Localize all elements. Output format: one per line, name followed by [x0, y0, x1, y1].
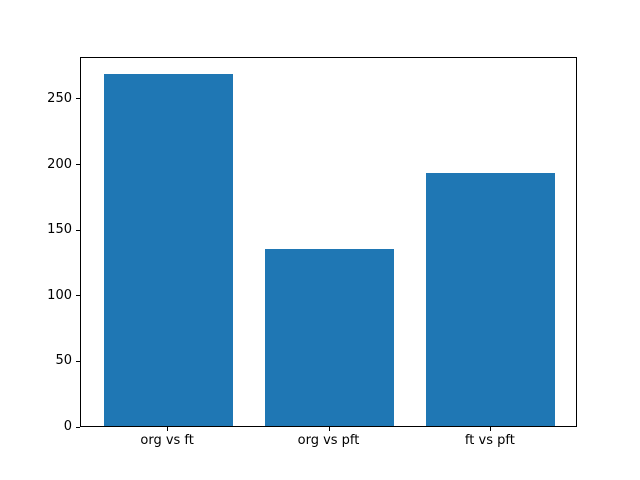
bar-1 [103, 74, 233, 426]
y-tick-label: 250 [47, 90, 72, 106]
y-tick-mark [76, 164, 80, 166]
y-tick-label: 200 [47, 156, 72, 172]
y-tick-mark [76, 360, 80, 362]
y-tick-label: 100 [47, 287, 72, 303]
bar-3 [426, 172, 556, 426]
bar-2 [264, 248, 395, 426]
x-tick-label-1: org vs ft [140, 433, 194, 448]
x-tick-label-2: org vs pft [297, 433, 360, 448]
y-tick-label: 150 [47, 222, 72, 238]
y-tick-mark [76, 229, 80, 231]
y-tick-label: 50 [55, 353, 72, 369]
plot-area [80, 57, 577, 427]
x-tick-mark [489, 427, 491, 431]
y-tick-mark [76, 98, 80, 100]
y-tick-mark [76, 426, 80, 428]
y-tick-label: 0 [63, 419, 72, 434]
x-tick-mark [328, 427, 330, 431]
y-tick-mark [76, 295, 80, 297]
x-tick-label-3: ft vs pft [464, 433, 515, 448]
x-tick-mark [167, 427, 169, 431]
